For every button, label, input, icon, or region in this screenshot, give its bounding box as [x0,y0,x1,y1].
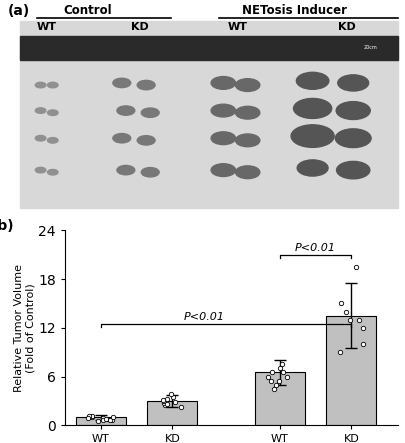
Point [160,397,167,404]
Point [163,400,170,408]
Text: WT: WT [36,22,57,32]
Point [264,373,271,380]
Circle shape [137,80,155,90]
Text: P<0.01: P<0.01 [294,243,335,253]
Point [88,413,95,420]
Point [177,404,184,411]
Point [109,414,116,421]
Point [342,308,349,315]
Circle shape [141,108,159,117]
Circle shape [117,106,134,115]
Circle shape [47,170,58,175]
Circle shape [47,138,58,143]
Text: KD: KD [337,22,355,32]
Point [359,341,365,348]
Circle shape [235,134,259,147]
Y-axis label: Relative Tumor Volume
(Fold of Control): Relative Tumor Volume (Fold of Control) [14,264,35,392]
Point [100,416,107,423]
Circle shape [337,75,368,91]
Point [359,324,366,331]
Point [337,300,343,307]
Point [172,398,178,405]
Text: (b): (b) [0,219,14,233]
Point [279,369,285,376]
Circle shape [235,79,259,91]
Circle shape [335,129,370,148]
Point [346,316,352,323]
Circle shape [211,132,235,144]
Circle shape [235,166,259,179]
Point [160,396,166,404]
Point [268,369,275,376]
Circle shape [336,161,369,179]
Point [161,401,168,408]
Text: P<0.01: P<0.01 [183,312,224,322]
Circle shape [293,98,331,118]
Text: WT: WT [227,22,247,32]
Point [283,373,290,380]
Point [355,316,362,323]
Circle shape [141,167,159,177]
Circle shape [35,167,46,173]
Circle shape [47,82,58,88]
Point [100,415,106,422]
Circle shape [211,104,235,117]
Bar [75,417,126,425]
Circle shape [296,160,327,176]
Point [94,418,100,425]
Circle shape [211,164,235,176]
Point [169,393,176,400]
Point [88,414,95,421]
Point [352,263,358,270]
Text: 20cm: 20cm [363,45,377,50]
Circle shape [211,77,235,89]
Circle shape [35,136,46,141]
Bar [20,36,397,59]
Point [267,377,274,384]
Text: KD: KD [131,22,149,32]
Circle shape [296,72,328,89]
Point [164,396,170,403]
Circle shape [35,108,46,113]
Circle shape [235,106,259,119]
Circle shape [117,165,134,175]
Point [86,412,92,419]
Bar [254,373,304,425]
Circle shape [137,136,155,145]
Circle shape [113,133,130,143]
Bar [326,315,375,425]
Point [109,416,115,423]
Point [160,399,167,406]
Circle shape [47,110,58,116]
Point [107,417,113,424]
Point [273,381,279,388]
Point [271,385,277,392]
Point [278,361,285,368]
Bar [147,401,197,425]
Circle shape [113,78,130,88]
Text: (a): (a) [8,4,30,18]
Point [167,391,173,398]
Text: NETosis Inducer: NETosis Inducer [241,4,346,17]
Point [102,415,109,422]
Bar [20,21,397,208]
Point [336,349,343,356]
Point [85,415,92,422]
Circle shape [335,101,369,120]
Circle shape [290,125,333,148]
Point [103,415,110,422]
Text: Control: Control [63,4,111,17]
Point [275,377,281,384]
Point [276,365,283,372]
Circle shape [35,82,46,88]
